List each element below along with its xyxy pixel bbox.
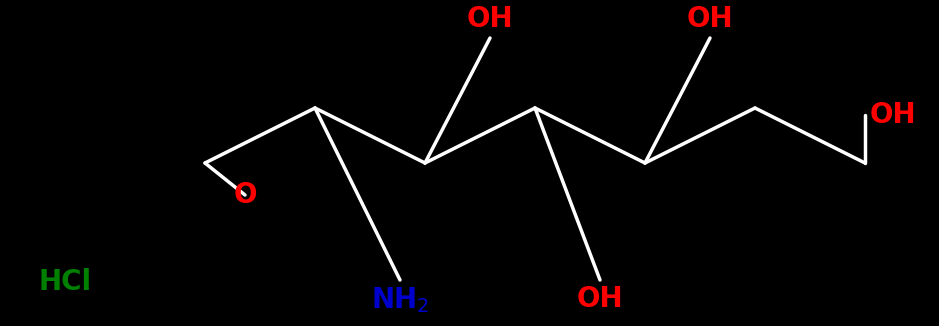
Text: OH: OH — [870, 101, 916, 129]
Text: OH: OH — [467, 5, 514, 33]
Text: OH: OH — [686, 5, 733, 33]
Text: O: O — [233, 181, 256, 209]
Text: OH: OH — [577, 285, 623, 313]
Text: NH$_2$: NH$_2$ — [371, 285, 429, 315]
Text: HCl: HCl — [38, 268, 92, 296]
